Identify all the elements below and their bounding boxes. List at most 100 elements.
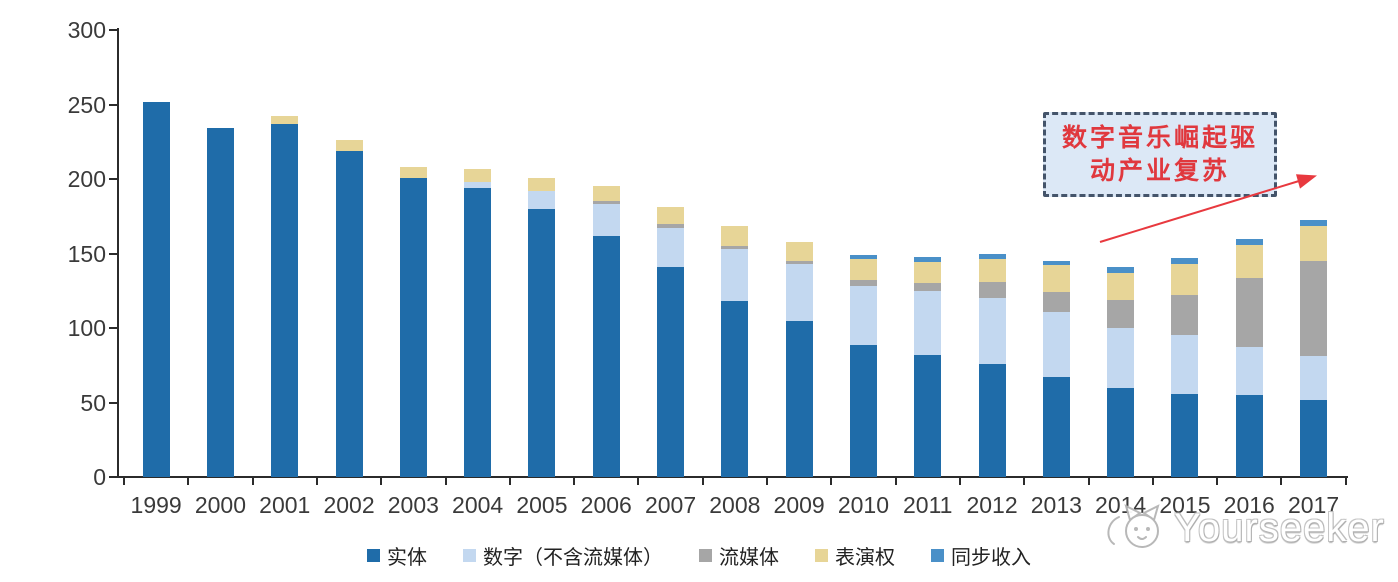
bar-segment-sync_revenue-2015 [1171, 258, 1199, 264]
bar-group-2013 [1042, 260, 1070, 477]
bar-segment-performance_rights-2010 [849, 258, 877, 281]
legend-item-streaming: 流媒体 [699, 541, 779, 570]
legend-item-performance_rights: 表演权 [815, 541, 895, 570]
bar-segment-sync_revenue-2010 [849, 255, 877, 259]
x-tick-mark-6 [508, 478, 511, 485]
bar-segment-performance_rights-2002 [335, 140, 363, 152]
bar-segment-performance_rights-2003 [399, 167, 427, 178]
bar-segment-performance_rights-2013 [1042, 264, 1070, 293]
bar-group-2012 [978, 254, 1006, 477]
bar-segment-sync_revenue-2017 [1300, 220, 1328, 226]
x-tick-label-2016: 2016 [1223, 492, 1275, 518]
x-tick-label-2006: 2006 [580, 492, 632, 518]
legend-label-physical: 实体 [387, 547, 427, 569]
legend-swatch-performance_rights [815, 549, 828, 562]
bar-segment-physical-2005 [528, 208, 556, 477]
bar-group-2015 [1171, 258, 1199, 477]
bar-segment-streaming-2014 [1107, 300, 1135, 329]
bar-segment-digital_excl_streaming-2014 [1107, 328, 1135, 388]
y-tick-label-300: 300 [67, 17, 106, 43]
y-tick-mark-150 [109, 252, 118, 255]
x-tick-label-2009: 2009 [773, 492, 825, 518]
bar-segment-performance_rights-2008 [721, 225, 749, 247]
bar-segment-physical-2015 [1171, 393, 1199, 477]
bar-segment-performance_rights-2011 [914, 261, 942, 283]
x-tick-mark-7 [573, 478, 576, 485]
bar-segment-physical-2000 [206, 128, 234, 477]
bar-segment-physical-2002 [335, 151, 363, 477]
bar-segment-digital_excl_streaming-2015 [1171, 335, 1199, 394]
bar-segment-physical-2016 [1235, 395, 1263, 477]
chart-legend: 实体 数字（不含流媒体） 流媒体 表演权 同步收入 [0, 541, 1398, 570]
x-tick-mark-4 [380, 478, 383, 485]
bar-segment-physical-2009 [785, 321, 813, 477]
legend-swatch-digital_excl_streaming [463, 549, 476, 562]
bar-segment-physical-2010 [849, 345, 877, 477]
x-tick-mark-1 [187, 478, 190, 485]
x-tick-mark-12 [894, 478, 897, 485]
y-axis-line [117, 28, 119, 478]
x-tick-label-2015: 2015 [1159, 492, 1211, 518]
legend-label-digital_excl_streaming: 数字（不含流媒体） [483, 547, 663, 569]
y-tick-mark-300 [109, 29, 118, 31]
x-tick-label-2017: 2017 [1287, 492, 1340, 518]
bar-group-2014 [1107, 266, 1135, 477]
watermark-text: Yourseeker [1174, 505, 1385, 550]
bar-segment-performance_rights-2014 [1107, 272, 1135, 301]
bar-group-2009 [785, 241, 813, 477]
legend-item-digital_excl_streaming: 数字（不含流媒体） [463, 541, 663, 570]
y-tick-mark-200 [109, 178, 118, 180]
bar-segment-digital_excl_streaming-2010 [849, 285, 877, 346]
bar-group-2005 [528, 177, 556, 477]
bar-segment-physical-2013 [1042, 377, 1070, 477]
bar-segment-streaming-2015 [1171, 295, 1199, 336]
x-tick-mark-10 [766, 478, 768, 485]
x-tick-mark-15 [1087, 478, 1090, 485]
y-tick-mark-100 [109, 327, 118, 329]
x-tick-label-2011: 2011 [903, 492, 953, 518]
x-tick-label-2003: 2003 [387, 492, 439, 518]
x-tick-label-2004: 2004 [452, 492, 504, 518]
bar-segment-digital_excl_streaming-2005 [528, 190, 556, 209]
bar-segment-streaming-2011 [914, 282, 942, 291]
bar-group-1999 [142, 101, 170, 477]
bar-segment-streaming-2010 [849, 280, 877, 286]
bar-segment-physical-2004 [464, 187, 492, 477]
bar-segment-performance_rights-2006 [592, 186, 620, 202]
x-tick-mark-9 [701, 478, 704, 485]
y-tick-label-200: 200 [67, 166, 106, 192]
x-tick-mark-0 [123, 478, 125, 485]
x-tick-mark-3 [315, 478, 318, 485]
bar-segment-performance_rights-2004 [464, 168, 492, 182]
x-tick-mark-14 [1023, 478, 1026, 485]
bar-segment-physical-2003 [399, 177, 427, 477]
bar-segment-sync_revenue-2014 [1107, 266, 1135, 273]
bar-group-2010 [849, 255, 877, 477]
legend-swatch-physical [367, 549, 380, 562]
bar-segment-digital_excl_streaming-2008 [721, 249, 749, 302]
bar-segment-performance_rights-2017 [1300, 225, 1328, 261]
bar-segment-digital_excl_streaming-2009 [785, 263, 813, 322]
bar-group-2000 [206, 128, 234, 477]
bar-group-2016 [1235, 238, 1263, 477]
legend-item-physical: 实体 [367, 541, 427, 570]
bar-segment-streaming-2007 [657, 223, 685, 229]
bar-segment-sync_revenue-2012 [978, 254, 1006, 259]
bar-group-2007 [657, 207, 685, 477]
x-tick-mark-2 [251, 478, 254, 485]
bar-segment-performance_rights-2001 [271, 115, 299, 124]
bar-segment-physical-2011 [914, 354, 942, 477]
bar-segment-streaming-2009 [785, 260, 813, 264]
bar-segment-physical-2001 [271, 123, 299, 477]
bar-segment-performance_rights-2009 [785, 241, 813, 261]
y-tick-mark-0 [109, 476, 118, 478]
x-tick-label-2000: 2000 [194, 492, 247, 518]
x-tick-label-2008: 2008 [709, 492, 761, 518]
x-tick-mark-16 [1151, 478, 1154, 485]
y-tick-mark-50 [109, 401, 118, 404]
bar-group-2017 [1300, 220, 1328, 477]
bar-segment-digital_excl_streaming-2007 [657, 228, 685, 267]
bar-segment-physical-2006 [592, 235, 620, 477]
legend-label-sync_revenue: 同步收入 [951, 547, 1031, 569]
